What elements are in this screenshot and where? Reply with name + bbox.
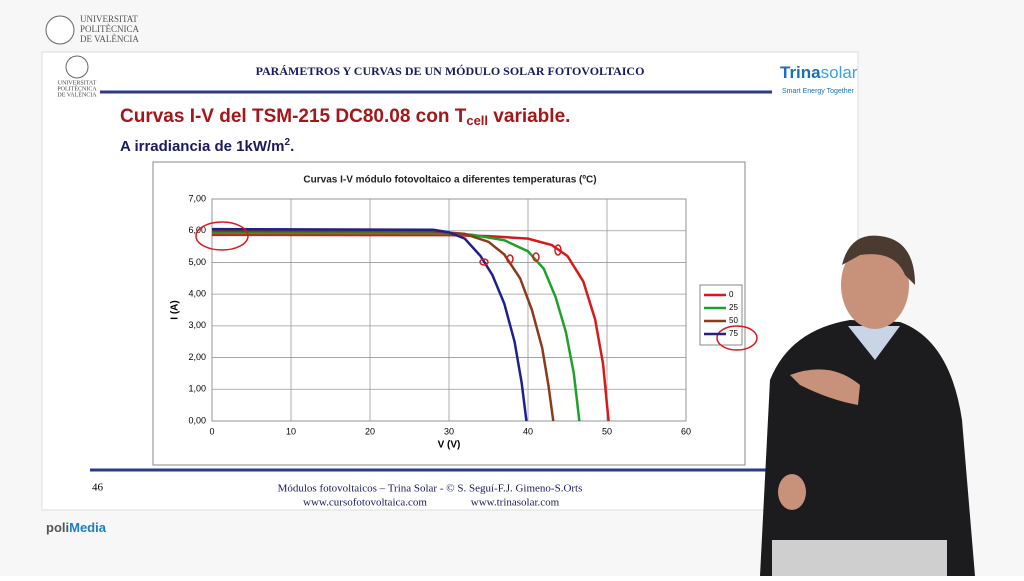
y-tick-label: 7,00 <box>188 193 206 203</box>
annotation-mark <box>479 258 489 266</box>
x-tick-label: 30 <box>444 426 454 436</box>
footer-url: www.trinasolar.com <box>471 497 560 509</box>
slide-heading: Curvas I-V del TSM-215 DC80.08 con Tcell… <box>120 106 570 128</box>
x-tick-label: 40 <box>523 426 533 436</box>
x-tick-label: 60 <box>681 426 691 436</box>
watermark-part: poli <box>46 520 69 535</box>
heading-sub: cell <box>466 113 488 128</box>
y-tick-label: 2,00 <box>188 352 206 362</box>
plot: 0,00 1,00 2,00 3,00 4,00 5,00 6,00 7,00 0 10 20 30 4… <box>188 193 691 436</box>
footer-text: Módulos fotovoltaicos – Trina Solar - © … <box>278 483 583 495</box>
legend-label: 75 <box>729 329 738 338</box>
legend-label: 25 <box>729 303 738 312</box>
y-tick-label: 6,00 <box>188 225 206 235</box>
presenter-head <box>841 241 909 329</box>
y-tick-label: 0,00 <box>188 415 206 425</box>
chart-title: Curvas I-V módulo fotovoltaico a diferen… <box>303 175 596 186</box>
x-tick-label: 0 <box>209 426 214 436</box>
presenter <box>760 235 975 576</box>
logo-text: POLITÈCNICA <box>80 24 139 34</box>
small-logo-text: DE VALÈNCIA <box>57 90 97 98</box>
small-logo-seal <box>65 55 89 79</box>
y-tick-label: 3,00 <box>188 320 206 330</box>
slide-header: PARÁMETROS Y CURVAS DE UN MÓDULO SOLAR F… <box>256 64 645 78</box>
x-axis-label: V (V) <box>438 440 461 451</box>
y-tick-label: 5,00 <box>188 257 206 267</box>
presenter-shirt <box>848 326 900 360</box>
annotation-circle <box>195 221 249 251</box>
x-tick-label: 20 <box>365 426 375 436</box>
watermark-part: Media <box>69 520 107 535</box>
presenter-hand <box>790 369 860 405</box>
y-axis-label: I (A) <box>170 300 181 319</box>
subheading-text: . <box>290 138 294 155</box>
presenter-hair <box>842 235 915 285</box>
presenter-hand <box>778 474 806 510</box>
annotation-mark <box>506 254 514 264</box>
iv-curve <box>211 227 528 422</box>
page-number: 46 <box>92 482 104 494</box>
logo-seal <box>45 15 75 45</box>
annotation-mark <box>532 252 540 262</box>
y-tick-label: 4,00 <box>188 289 206 299</box>
footer-url: www.cursofotovoltaica.com <box>303 497 427 509</box>
legend-label: 0 <box>729 290 734 299</box>
subheading-sup: 2 <box>285 137 291 148</box>
slide-subheading: A irradiancia de 1kW/m2. <box>120 137 294 155</box>
y-tick-label: 1,00 <box>188 384 206 394</box>
annotations <box>195 221 758 351</box>
logo-text: UNIVERSITAT <box>80 14 138 24</box>
heading-text: variable. <box>488 106 570 127</box>
brand: Trinasolar <box>780 63 858 82</box>
lectern <box>772 540 947 576</box>
legend-label: 50 <box>729 316 738 325</box>
subheading-text: A irradiancia de 1kW/m <box>120 138 285 155</box>
x-tick-label: 10 <box>286 426 296 436</box>
annotation-circle <box>716 325 758 351</box>
brand-part: Trina <box>780 63 821 82</box>
x-tick-label: 50 <box>602 426 612 436</box>
watermark: poliMedia <box>46 520 107 535</box>
heading-text: Curvas I-V del TSM-215 DC80.08 con T <box>120 106 467 127</box>
small-logo-text: POLITÈCNICA <box>57 84 97 92</box>
annotation-mark <box>554 244 562 256</box>
brand-tagline: Smart Energy Together <box>782 88 855 95</box>
small-logo-text: UNIVERSITAT <box>58 80 97 86</box>
brand-part: solar <box>821 63 858 82</box>
logo-text: DE VALÈNCIA <box>80 34 139 44</box>
